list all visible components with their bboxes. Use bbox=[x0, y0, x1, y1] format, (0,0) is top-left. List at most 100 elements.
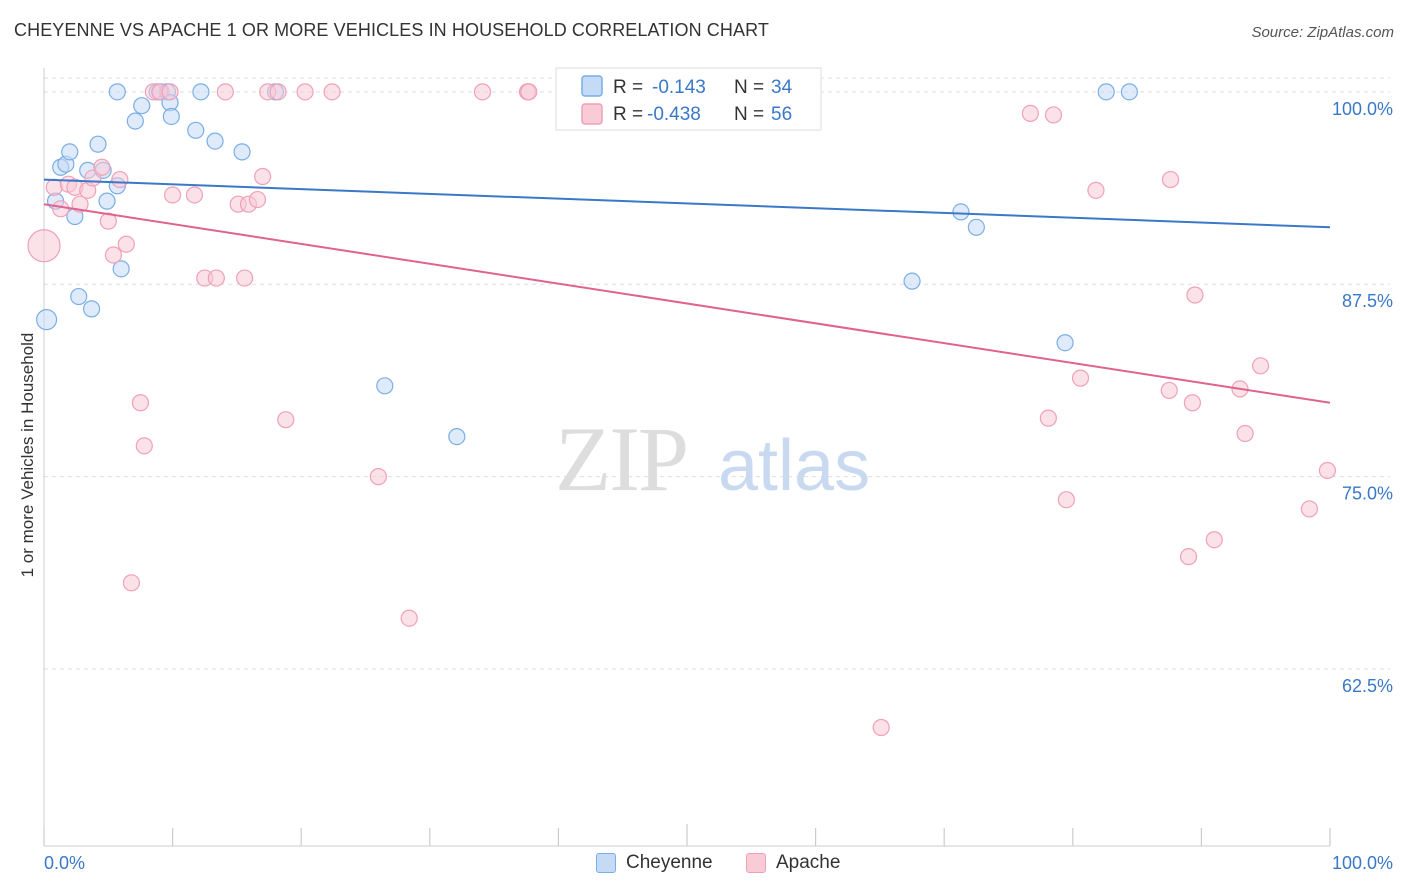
apache-point bbox=[104, 246, 123, 264]
apache-point bbox=[1179, 548, 1198, 566]
apache-point bbox=[400, 609, 418, 627]
apache-point bbox=[117, 235, 135, 253]
y-tick-label: 62.5% bbox=[1342, 676, 1393, 696]
y-tick-label: 100.0% bbox=[1332, 99, 1393, 119]
legend-box: R = -0.143 N = 34 R = -0.438 N = 56 bbox=[555, 67, 822, 131]
apache-point bbox=[93, 158, 111, 176]
cheyenne-point bbox=[82, 300, 101, 318]
apache-point bbox=[1161, 170, 1180, 189]
legend-r-label-2: R = bbox=[613, 104, 643, 125]
cheyenne-point bbox=[1056, 334, 1074, 352]
watermark-atlas: atlas bbox=[718, 426, 870, 506]
y-tick-label: 75.0% bbox=[1342, 484, 1393, 504]
apache-point bbox=[296, 83, 314, 101]
legend-label-cheyenne: Cheyenne bbox=[626, 852, 713, 873]
apache-point bbox=[131, 394, 150, 412]
legend-r-label-1: R = bbox=[613, 77, 643, 98]
apache-point bbox=[520, 83, 538, 101]
source-label: Source: ZipAtlas.com bbox=[1251, 24, 1394, 41]
cheyenne-trend-line bbox=[43, 178, 1331, 229]
cheyenne-point bbox=[126, 112, 144, 130]
chart-title: CHEYENNE VS APACHE 1 OR MORE VEHICLES IN… bbox=[14, 20, 769, 40]
legend-n-value-2: 56 bbox=[771, 104, 792, 125]
apache-point bbox=[872, 718, 890, 737]
apache-point bbox=[1021, 104, 1039, 122]
legend-r-value-2: -0.438 bbox=[647, 104, 701, 125]
cheyenne-point bbox=[448, 428, 466, 446]
cheyenne-point bbox=[187, 121, 205, 139]
legend-item-apache[interactable]: Apache bbox=[746, 852, 840, 874]
cheyenne-point bbox=[133, 97, 151, 115]
cheyenne-point bbox=[1097, 83, 1115, 101]
cheyenne-point bbox=[376, 377, 394, 395]
cheyenne-point bbox=[206, 132, 224, 150]
legend-item-cheyenne[interactable]: Cheyenne bbox=[596, 852, 713, 874]
y-tick-label: 87.5% bbox=[1342, 291, 1393, 311]
apache-point bbox=[1300, 500, 1319, 518]
apache-point bbox=[1318, 461, 1337, 480]
apache-point bbox=[1044, 106, 1063, 124]
cheyenne-point bbox=[112, 260, 130, 278]
cheyenne-point bbox=[967, 218, 985, 236]
apache-point bbox=[1071, 369, 1090, 387]
cheyenne-point bbox=[35, 309, 58, 331]
apache-point bbox=[277, 411, 295, 429]
cheyenne-point bbox=[98, 192, 116, 210]
cheyenne-point bbox=[233, 143, 251, 161]
apache-point bbox=[111, 170, 129, 189]
axis-layer bbox=[43, 68, 1331, 847]
apache-point bbox=[122, 574, 141, 592]
apache-point bbox=[135, 437, 153, 455]
apache-point bbox=[1057, 491, 1075, 509]
apache-point bbox=[369, 468, 387, 486]
apache-point bbox=[1183, 394, 1201, 412]
apache-point bbox=[164, 186, 182, 204]
apache-point bbox=[1205, 531, 1223, 549]
grid-layer bbox=[44, 77, 1390, 670]
apache-point bbox=[27, 229, 61, 263]
cheyenne-point bbox=[952, 203, 970, 221]
apache-point bbox=[1039, 409, 1057, 427]
apache-point bbox=[1087, 181, 1105, 199]
trend-layer bbox=[43, 178, 1331, 404]
apache-point bbox=[1251, 357, 1270, 375]
apache-point bbox=[254, 167, 272, 186]
cheyenne-point bbox=[61, 143, 79, 161]
apache-point bbox=[216, 83, 234, 101]
cheyenne-point bbox=[162, 107, 180, 126]
series-cheyenne bbox=[35, 83, 1138, 446]
apache-point bbox=[185, 186, 204, 204]
cheyenne-point bbox=[192, 83, 210, 101]
apache-point bbox=[1160, 381, 1178, 400]
apache-point bbox=[161, 83, 179, 101]
watermark: ZIP atlas bbox=[555, 408, 870, 510]
x-tick-label-min: 0.0% bbox=[44, 853, 85, 873]
legend-bottom: Cheyenne Apache bbox=[0, 850, 1406, 880]
tick-labels: 100.0% 87.5% 75.0% 62.5% 0.0% 100.0% bbox=[44, 99, 1393, 873]
cheyenne-point bbox=[108, 83, 126, 101]
legend-n-label-2: N = bbox=[734, 104, 764, 125]
legend-n-value-1: 34 bbox=[771, 77, 793, 98]
apache-point bbox=[269, 83, 287, 101]
legend-swatch-cheyenne-bottom bbox=[596, 853, 616, 873]
apache-point bbox=[52, 200, 70, 218]
x-tick-label-max: 100.0% bbox=[1332, 853, 1393, 873]
legend-r-value-1: -0.143 bbox=[652, 77, 706, 98]
legend-swatch-apache bbox=[581, 103, 603, 125]
apache-point bbox=[1236, 424, 1254, 443]
watermark-zip: ZIP bbox=[555, 408, 687, 510]
apache-point bbox=[248, 190, 267, 209]
cheyenne-point bbox=[70, 287, 88, 306]
legend-n-label-1: N = bbox=[734, 77, 764, 98]
legend-label-apache: Apache bbox=[776, 852, 841, 873]
apache-point bbox=[473, 83, 492, 101]
legend-swatch-cheyenne bbox=[581, 75, 603, 97]
apache-point bbox=[45, 178, 63, 196]
cheyenne-point bbox=[89, 135, 107, 153]
cheyenne-point bbox=[1120, 83, 1138, 101]
apache-point bbox=[236, 269, 254, 287]
apache-point bbox=[323, 83, 341, 101]
cheyenne-point bbox=[903, 272, 921, 290]
apache-point bbox=[207, 269, 225, 287]
